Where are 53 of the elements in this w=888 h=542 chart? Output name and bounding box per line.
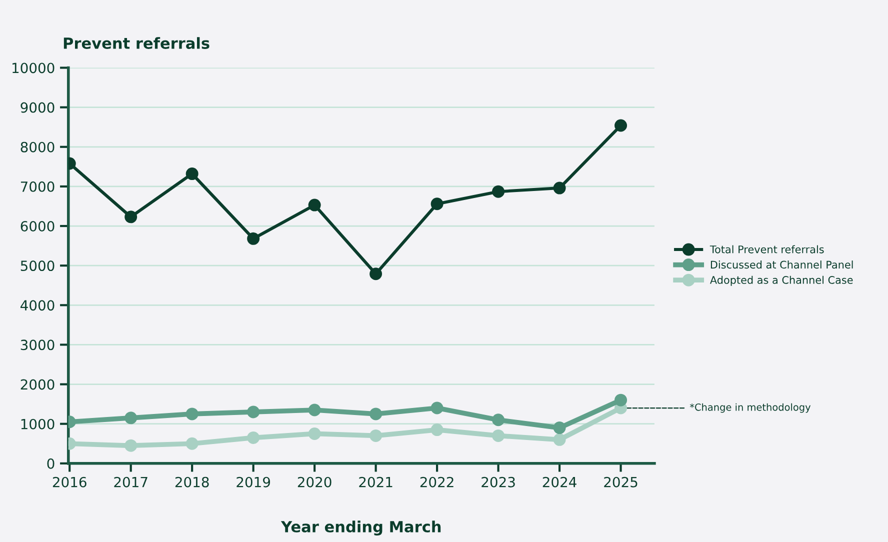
y-tick-label: 6000: [20, 220, 54, 232]
x-tick-label: 2024: [542, 476, 576, 488]
point: [124, 439, 138, 452]
point: [370, 268, 382, 280]
y-tick-label: 9000: [20, 102, 54, 113]
point: [124, 210, 138, 224]
y-tick-label: 1000: [21, 418, 54, 430]
y-tick-label: 4000: [20, 300, 54, 311]
point: [370, 429, 382, 442]
x-tick-label: 2025: [604, 476, 638, 488]
point: [430, 402, 444, 414]
y-tick-label: 10000: [12, 62, 54, 74]
point: [247, 232, 260, 245]
y-tick-label: 3000: [20, 340, 54, 350]
legend-label: Total Prevent referrals: [710, 245, 824, 254]
point: [186, 408, 198, 420]
point: [430, 424, 444, 436]
point: [492, 185, 505, 198]
x-tick-label: 2016: [52, 476, 86, 488]
point: [553, 433, 566, 446]
y-tick-label: 7000: [20, 181, 54, 192]
y-tick-label: 0: [47, 458, 54, 469]
point: [614, 119, 628, 132]
x-tick-label: 2023: [482, 476, 515, 488]
y-tick-label: 2000: [20, 379, 54, 390]
point: [308, 427, 321, 440]
point: [308, 404, 321, 416]
point: [614, 394, 628, 406]
point: [370, 408, 382, 420]
point: [186, 437, 198, 450]
point: [553, 422, 566, 434]
y-tick-label: 5000: [20, 260, 54, 272]
y-axis-title: Prevent referrals: [64, 37, 210, 49]
point: [430, 198, 444, 210]
x-tick-label: 2017: [114, 476, 148, 488]
point: [247, 431, 260, 444]
point: [492, 429, 505, 442]
point: [186, 168, 198, 180]
y-tick-label: 8000: [20, 142, 54, 152]
x-tick-label: 2020: [298, 476, 332, 488]
point: [247, 406, 260, 418]
point: [308, 198, 321, 212]
point: [124, 412, 138, 424]
point: [492, 414, 505, 426]
x-tick-label: 2019: [236, 476, 270, 488]
annotation: *Change in methodology: [690, 403, 811, 413]
legend-label: Discussed at Channel Panel: [710, 260, 853, 269]
x-axis-title: Year ending March: [280, 520, 441, 536]
point: [553, 182, 566, 194]
x-tick-label: 2021: [359, 476, 392, 488]
legend-label: Adopted as a Channel Case: [710, 276, 853, 286]
x-tick-label: 2018: [175, 476, 209, 488]
x-tick-label: 2022: [420, 476, 454, 488]
